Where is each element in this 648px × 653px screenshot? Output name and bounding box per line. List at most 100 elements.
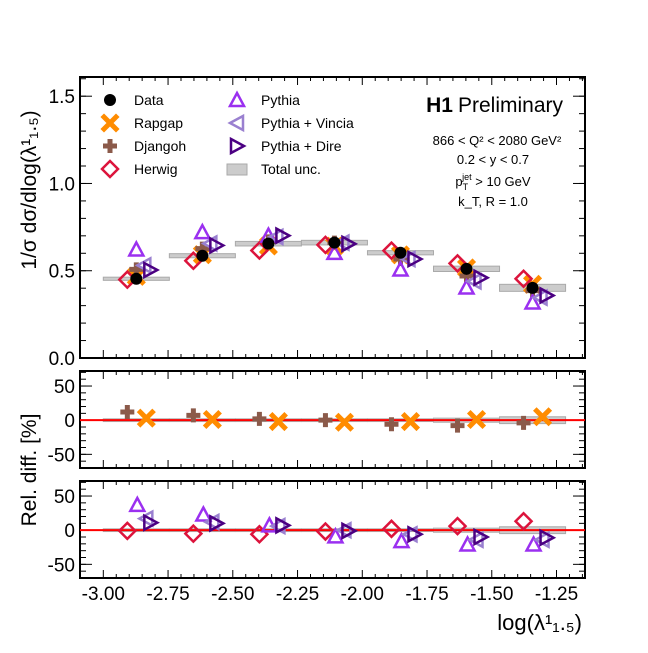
ratio-point-rapgap: [466, 409, 487, 430]
ratio-panel-herwig-pythia: 50 0 -50: [48, 480, 586, 579]
point-data: [526, 281, 539, 294]
main-panel: 0.0 0.5 1.0 1.5: [49, 76, 586, 370]
annotation-kt: k_T, R = 1.0: [458, 194, 528, 209]
legend-label: Pythia + Dire: [261, 138, 342, 154]
point-djangoh: [459, 268, 474, 283]
ratio-point-pythia-dire: [539, 528, 557, 547]
point-pythia: [391, 259, 410, 277]
annotation-y: 0.2 < y < 0.7: [457, 152, 529, 167]
point-pythia: [457, 277, 476, 295]
point-pythia-dire: [407, 249, 425, 269]
y-tick-label: 0.0: [49, 349, 75, 370]
point-data: [262, 237, 275, 250]
ratio-point-djangoh: [186, 408, 201, 423]
y-tick-label: -50: [48, 555, 75, 576]
legend-label: Herwig: [134, 161, 178, 177]
ratio-point-rapgap: [533, 407, 553, 427]
legend-label: Rapgap: [134, 115, 183, 131]
x-tick-label: -2.75: [146, 584, 189, 605]
point-djangoh: [129, 262, 144, 277]
legend-marker: [103, 139, 117, 153]
ratio-point-pythia-dire: [143, 513, 160, 532]
y-tick-label: 0.5: [49, 262, 75, 283]
point-data: [328, 236, 341, 249]
x-axis-label: log(λ¹₁.₅): [497, 610, 582, 635]
legend-label: Data: [134, 92, 164, 108]
annotation-q2: 866 < Q² < 2080 GeV²: [433, 133, 562, 148]
point-pythia: [127, 239, 146, 257]
y-axis-label-main: 1/σ dσ/dlog(λ¹₁.₅): [18, 110, 41, 269]
legend-marker: [227, 90, 247, 108]
x-tick-label: -3.00: [82, 584, 125, 605]
point-herwig: [447, 253, 468, 274]
ratio-point-djangoh: [450, 418, 465, 433]
x-tick-label: -1.75: [405, 584, 448, 605]
annotation-pt: pTjet > 10 GeV: [455, 172, 530, 192]
x-tick-label: -1.50: [470, 584, 513, 605]
ratio-point-djangoh: [384, 417, 399, 432]
point-pythia: [325, 243, 344, 261]
y-tick-label: 0: [64, 521, 75, 542]
ratio-point-rapgap: [334, 412, 354, 432]
ratio-point-pythia-dire: [209, 514, 227, 533]
x-tick-label: -2.00: [341, 584, 384, 605]
point-herwig: [381, 240, 402, 261]
x-tick-label: -1.25: [535, 584, 578, 605]
legend-marker: [229, 136, 247, 156]
y-tick-label: 0: [64, 411, 75, 432]
ratio-point-herwig: [447, 516, 468, 536]
point-pythia-dire: [275, 226, 293, 245]
ratio-point-djangoh: [252, 411, 267, 426]
ratio-point-pythia-dire: [275, 516, 293, 535]
ratio-point-pythia-vincia: [268, 516, 286, 536]
legend-marker: [104, 94, 116, 106]
ratio-point-herwig: [513, 511, 534, 532]
ratio-point-djangoh: [120, 404, 135, 419]
legend-marker-total-unc: [226, 163, 248, 176]
point-pythia-dire: [209, 236, 227, 255]
y-tick-label: 1.0: [49, 174, 75, 195]
ratio-point-pythia: [392, 531, 411, 549]
ratio-point-djangoh: [516, 415, 531, 430]
legend-marker: [227, 113, 245, 133]
ratio-point-pythia-dire: [407, 525, 425, 544]
ratio-point-rapgap: [202, 409, 222, 430]
ratio-point-herwig: [381, 519, 402, 539]
ratio-point-pythia: [194, 504, 213, 522]
ratio-point-pythia-vincia: [400, 525, 418, 544]
ratio-point-herwig: [315, 521, 336, 542]
y-tick-label: 50: [54, 377, 75, 398]
point-pythia-dire: [473, 268, 491, 287]
ratio-point-pythia: [128, 495, 147, 513]
point-data: [196, 249, 209, 262]
panel-frame: [79, 76, 586, 359]
ratio-point-pythia-vincia: [334, 521, 352, 540]
ratio-point-herwig: [117, 521, 138, 541]
ratio-point-pythia: [458, 534, 477, 552]
x-tick-label: -2.25: [276, 584, 319, 605]
legend-label: Djangoh: [134, 138, 186, 154]
y-axis-label-ratio: Rel. diff. [%]: [18, 414, 41, 527]
ratio-point-rapgap: [136, 408, 156, 428]
point-pythia: [193, 222, 212, 240]
point-herwig: [513, 268, 534, 289]
legend-label: Pythia + Vincia: [261, 115, 354, 131]
ratio-point-djangoh: [318, 413, 333, 428]
y-tick-label: -50: [48, 445, 75, 466]
x-tick-label: -2.50: [211, 584, 254, 605]
ratio-point-pythia: [524, 534, 543, 552]
point-pythia: [523, 292, 542, 310]
ratio-point-pythia-dire: [473, 527, 491, 547]
ratio-panel-rapgap-djangoh: 50 0 -50: [48, 370, 586, 469]
y-tick-label: 50: [54, 487, 75, 508]
point-pythia-dire: [341, 234, 359, 253]
legend-marker: [100, 113, 120, 133]
ratio-point-rapgap: [268, 412, 288, 432]
point-pythia-dire: [539, 286, 557, 305]
point-data: [130, 272, 143, 285]
legend: Data Rapgap Djangoh Herwig Pythia Pythia + Vi…: [100, 90, 354, 179]
ratio-point-pythia-dire: [341, 521, 359, 540]
point-pythia-dire: [143, 260, 160, 280]
